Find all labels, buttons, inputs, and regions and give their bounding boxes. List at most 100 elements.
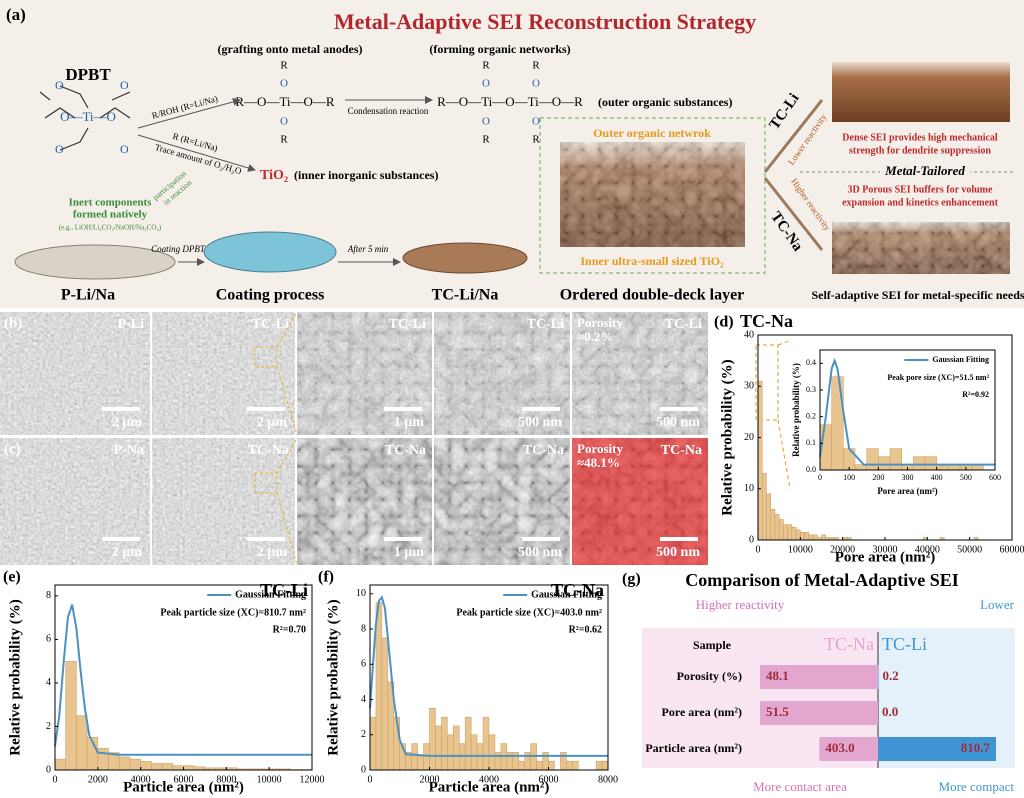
histogram-bar xyxy=(435,725,442,771)
annotation: R²=0.70 xyxy=(273,624,306,635)
histogram-bar xyxy=(924,456,937,471)
x-tick-label: 0 xyxy=(756,544,761,555)
grafted-chain: R—O—Ti—O—R xyxy=(235,94,335,109)
scale-label: 2 μm xyxy=(257,545,287,560)
scale-label: 500 nm xyxy=(518,415,562,430)
porosity-label: ≈0.2% xyxy=(577,329,613,344)
panel-label: (c) xyxy=(4,441,21,457)
value-label: 48.1 xyxy=(766,668,789,683)
legend-label: TC-Na xyxy=(824,634,874,654)
histogram-bar xyxy=(518,760,525,771)
zoom-box xyxy=(755,344,779,421)
porous-texture xyxy=(832,222,1010,274)
dpbt-oxygen: O xyxy=(120,78,129,92)
zoom-line xyxy=(777,339,793,346)
trend-label: Higher reactivity xyxy=(696,597,785,612)
category-label: Porosity (%) xyxy=(677,669,742,683)
histogram-bar xyxy=(601,760,609,771)
sample-label: TC-Na xyxy=(385,443,426,458)
network-atom: O xyxy=(532,78,540,90)
y-tick-label: 10 xyxy=(356,588,366,599)
x-tick-label: 6000 xyxy=(539,774,559,785)
legend-label: TC-Li xyxy=(882,634,927,654)
histogram-bar xyxy=(464,716,472,771)
conclusion: Self-adaptive SEI for metal-specific nee… xyxy=(811,288,1024,302)
panel-label: (b) xyxy=(4,315,22,331)
sample-label: TC-Li xyxy=(527,317,564,332)
panel-title: Metal-Adaptive SEI Reconstruction Strate… xyxy=(334,9,756,34)
dpbt-skeleton xyxy=(39,85,131,151)
grafting-note: (grafting onto metal anodes) xyxy=(218,42,363,56)
sem-image xyxy=(152,312,295,435)
sem-panels: P-Li 2 μm TC-Li 2 μm TC-Li 1 μm TC-Li 500 nm TC-… xyxy=(0,311,708,566)
x-axis-label: Particle area (nm²) xyxy=(429,779,550,795)
histogram-bar xyxy=(774,514,780,541)
scale-label: 1 μm xyxy=(394,545,424,560)
sample-label: TC-Na xyxy=(523,443,564,458)
histogram-bar xyxy=(595,760,603,771)
panel-label: (a) xyxy=(6,5,26,24)
tailored-label: Metal-Tailored xyxy=(884,163,965,178)
fit-line xyxy=(819,357,995,466)
legend-label: Gaussian Fitting xyxy=(932,355,989,364)
condensation-label: Condensation reaction xyxy=(348,106,429,116)
coating-disc xyxy=(203,231,337,273)
y-tick-label: 4 xyxy=(46,677,51,688)
x-tick-label: 40000 xyxy=(915,544,940,555)
x-tick-label: 100 xyxy=(843,473,855,482)
coated-disc xyxy=(402,242,528,274)
network-atom: R xyxy=(482,60,490,72)
annotation: Peak particle size (XC)=810.7 nm² xyxy=(160,607,306,618)
sample-label: TC-Li xyxy=(389,317,426,332)
zoom-box xyxy=(539,117,766,274)
sem-image xyxy=(0,312,150,435)
sample-label: TC-Na xyxy=(248,443,289,458)
histogram-bar xyxy=(783,524,788,541)
histogram-bar xyxy=(129,758,141,771)
sample-label: P-Na xyxy=(114,443,144,458)
zoom-line xyxy=(276,492,298,566)
y-tick-label: 0 xyxy=(361,764,366,775)
y-axis-label: Relative probability (%) xyxy=(791,363,801,457)
y-tick-label: 0.2 xyxy=(806,411,816,420)
zoom-line xyxy=(276,311,298,348)
y-axis-label: Relative probability (%) xyxy=(325,599,341,755)
zoom-box xyxy=(254,472,278,494)
histogram-bar xyxy=(441,716,448,771)
y-tick-label: 0.0 xyxy=(806,465,816,474)
value-label: 810.7 xyxy=(961,740,991,755)
branch-arrow xyxy=(763,177,824,251)
y-tick-label: 2 xyxy=(46,721,51,732)
histogram-bar xyxy=(536,760,543,771)
histogram-bar xyxy=(381,637,389,771)
grafted-atom: O xyxy=(280,116,288,128)
sem-texture xyxy=(434,438,570,565)
sem-image xyxy=(0,438,150,565)
scale-label: 1 μm xyxy=(394,415,424,430)
y-tick-label: 6 xyxy=(361,659,366,670)
legend-label: Gaussian Fitting xyxy=(531,589,602,600)
histogram-bar xyxy=(866,448,879,471)
annotation: Peak pore size (XC)=51.5 nm² xyxy=(887,373,989,382)
porosity-label: Porosity xyxy=(577,441,623,456)
sample-label: TC-Li xyxy=(252,317,289,332)
histogram-bar xyxy=(889,448,902,471)
label-background xyxy=(880,163,970,181)
stage-label: Coating process xyxy=(216,287,325,304)
network-atom: O xyxy=(532,116,540,128)
x-tick-label: 2000 xyxy=(420,774,440,785)
histogram-bar xyxy=(548,760,555,771)
histogram-bar xyxy=(808,534,814,541)
histogram-bar xyxy=(375,602,383,771)
x-tick-label: 50000 xyxy=(957,544,982,555)
scale-label: 500 nm xyxy=(656,415,700,430)
histogram-bar xyxy=(488,734,496,771)
x-tick-label: 2000 xyxy=(88,774,108,785)
result-text: Dense SEI provides high mechanical xyxy=(842,132,998,143)
y-tick-label: 8 xyxy=(361,623,366,634)
network-atom: R xyxy=(532,60,540,72)
sem-texture xyxy=(297,438,432,565)
network-atom: R xyxy=(532,134,540,146)
histogram-bar xyxy=(778,519,784,541)
sem-image xyxy=(152,438,295,565)
